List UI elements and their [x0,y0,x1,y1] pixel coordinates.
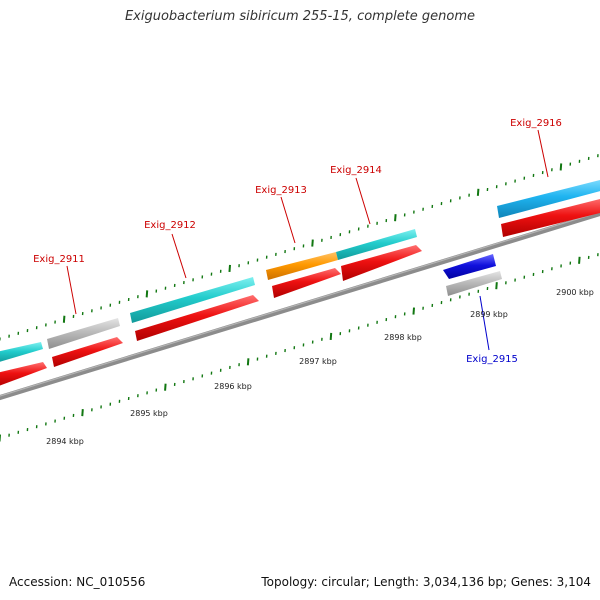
scale-tick [559,163,563,171]
gene-label-exig-2912[interactable]: Exig_2912 [144,220,196,231]
cds-feature-exig-2915[interactable] [443,254,496,279]
scale-tick [311,239,314,247]
scale-tick [495,282,498,290]
scale-label-2900: 2900 kbp [556,288,594,297]
cds-feature-exig-2911[interactable] [52,337,123,367]
backbone-line [0,210,600,401]
scale-label-2899: 2899 kbp [470,310,508,319]
scale-tick [329,332,333,341]
scale-tick [62,315,66,323]
scale-tick [81,409,84,417]
scale-label-2898: 2898 kbp [384,333,422,342]
scale-label-2895: 2895 kbp [130,409,168,418]
accession-text: Accession: NC_010556 [9,575,146,589]
gene-feature-exig-2911[interactable] [47,318,120,349]
scale-label-2897: 2897 kbp [299,357,337,366]
scale-label-2896: 2896 kbp [214,382,252,391]
scale-tick [246,358,250,366]
scale-tick [412,307,415,315]
gene-label-exig-2914[interactable]: Exig_2914 [330,165,382,176]
reverse-scale-ticks [0,253,599,442]
gene-labels: Exig_2911 Exig_2912 Exig_2913 Exig_2914 … [33,118,562,365]
gene-feature-exig-2913[interactable] [266,252,338,280]
gene-feature-exig-2916[interactable] [497,179,600,218]
gene-label-exig-2913[interactable]: Exig_2913 [255,185,307,196]
genome-title: Exiguobacterium sibiricum 255-15, comple… [124,9,476,24]
scale-label-2894: 2894 kbp [46,437,84,446]
scale-tick [476,188,480,196]
cds-feature-exig-2914[interactable] [341,245,422,281]
scale-tick [228,264,231,273]
genome-summary-text: Topology: circular; Length: 3,034,136 bp… [261,575,591,589]
cds-feature-exig-2913[interactable] [272,268,341,298]
gene-feature-exig-2914[interactable] [336,229,417,260]
gene-feature-exig-2915[interactable] [446,271,502,296]
gene-label-exig-2911[interactable]: Exig_2911 [33,254,85,265]
gene-label-exig-2916[interactable]: Exig_2916 [510,118,562,129]
cds-feature-exig-2916[interactable] [501,198,600,237]
scale-tick [578,256,581,264]
cds-feature-exig-2912[interactable] [135,295,259,341]
scale-tick [145,290,149,298]
gene-label-exig-2915[interactable]: Exig_2915 [466,354,518,365]
cds-feature[interactable] [0,362,47,387]
scale-labels: 2894 kbp 2895 kbp 2896 kbp 2897 kbp 2898… [46,288,594,446]
gene-feature-exig-2912[interactable] [130,277,255,323]
scale-tick [394,214,397,222]
forward-scale-ticks [0,154,599,341]
scale-tick [164,383,167,391]
gene-features [0,179,600,387]
gene-callout-lines [66,129,549,351]
gene-feature[interactable] [0,342,43,363]
